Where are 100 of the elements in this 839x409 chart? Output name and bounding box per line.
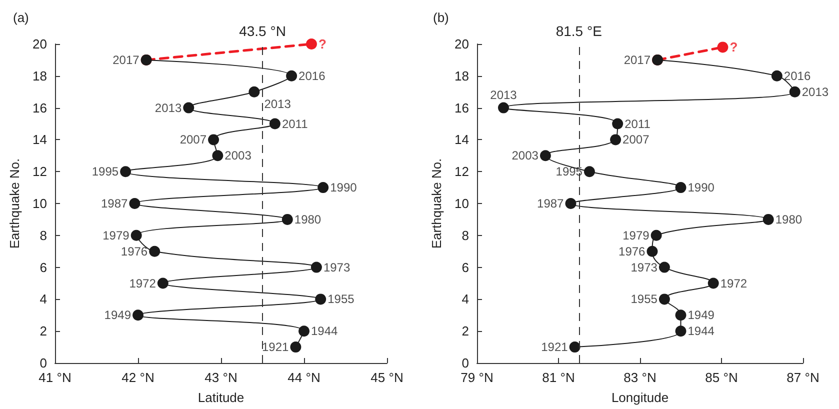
y-tick-label: 8 — [40, 228, 47, 243]
annotation: 1995 — [556, 164, 583, 179]
y-tick-label: 12 — [454, 164, 469, 180]
ref-line-label: 81.5 °E — [556, 23, 602, 39]
annotation: 1949 — [688, 308, 715, 322]
point — [149, 246, 160, 257]
annotation: 1972 — [129, 276, 156, 290]
x-tick-label: 79 °N — [460, 370, 494, 385]
annotation: 2007 — [180, 132, 207, 147]
y-tick-label: 8 — [462, 228, 469, 243]
y-tick-label: 6 — [462, 260, 469, 275]
point — [771, 70, 782, 82]
point — [650, 230, 662, 241]
annotation: ? — [730, 40, 738, 55]
annotation: 1995 — [92, 164, 119, 179]
x-axis-title: Latitude — [198, 390, 244, 405]
annotation: 1980 — [775, 212, 802, 226]
annotation: 2016 — [298, 68, 326, 83]
annotation: 1944 — [311, 324, 338, 338]
annotation: 1921 — [541, 340, 568, 354]
y-tick-label: 2 — [40, 324, 47, 339]
annotation: 2007 — [622, 132, 650, 147]
point — [610, 134, 622, 146]
point — [789, 86, 800, 98]
point — [675, 182, 686, 194]
y-tick-label: 2 — [462, 324, 469, 339]
x-tick-label: 87 °N — [786, 370, 820, 385]
y-axis-title: Earthquake No. — [429, 158, 444, 249]
y-tick-label: 18 — [454, 68, 469, 84]
y-tick-label: 10 — [32, 196, 47, 211]
y-tick-label: 14 — [32, 132, 47, 148]
annotation: 1955 — [630, 292, 658, 306]
point — [183, 102, 194, 114]
y-tick-label: 10 — [454, 196, 469, 211]
point — [646, 246, 658, 257]
y-tick-label: 20 — [32, 36, 47, 52]
x-tick-label: 42 °N — [122, 370, 154, 385]
annotation: 1921 — [262, 340, 290, 354]
point — [286, 70, 298, 82]
point — [269, 118, 280, 130]
annotation: 2011 — [624, 116, 651, 131]
annotation: 1944 — [688, 324, 715, 338]
point — [565, 198, 576, 209]
y-tick-label: 20 — [454, 36, 469, 52]
x-tick-label: 41 °N — [38, 370, 72, 385]
point — [132, 310, 144, 321]
x-tick-label: 81 °N — [542, 370, 575, 385]
chart-title: (a) — [13, 10, 29, 25]
annotation: 2013 — [802, 84, 829, 99]
y-tick-label: 0 — [462, 356, 469, 370]
point — [310, 262, 322, 273]
point — [717, 42, 728, 53]
x-tick-label: 83 °N — [624, 370, 656, 385]
annotation: 1976 — [120, 244, 148, 258]
annotation: 2017 — [112, 52, 140, 67]
y-axis-title: Earthquake No. — [7, 158, 22, 249]
point — [708, 278, 719, 289]
y-tick-label: 18 — [32, 68, 47, 84]
annotation: ? — [318, 36, 326, 52]
annotation: 1979 — [622, 228, 650, 242]
point — [762, 214, 774, 225]
point — [675, 310, 686, 321]
annotation: 2003 — [512, 148, 539, 163]
annotation: 1987 — [100, 196, 128, 210]
y-tick-label: 12 — [32, 164, 47, 180]
point — [612, 118, 624, 130]
annotation: 1973 — [323, 260, 350, 274]
chart-title: (b) — [433, 10, 449, 25]
annotation: 2016 — [784, 68, 811, 83]
x-tick-label: 85 °N — [705, 370, 738, 385]
annotation: 2017 — [624, 52, 651, 67]
point — [306, 38, 317, 50]
y-tick-label: 4 — [40, 292, 47, 307]
point — [584, 166, 595, 178]
point — [498, 102, 509, 114]
y-tick-label: 0 — [40, 356, 47, 370]
annotation: 1976 — [618, 244, 646, 258]
annotation: 2011 — [282, 116, 308, 131]
point — [212, 150, 224, 162]
point — [282, 214, 293, 225]
y-tick-label: 14 — [454, 132, 469, 148]
annotation: 1980 — [294, 212, 322, 226]
x-tick-label: 43 °N — [204, 370, 238, 385]
point — [157, 278, 168, 289]
point — [315, 294, 326, 305]
point — [120, 166, 132, 178]
annotation: 1973 — [630, 260, 658, 274]
annotation: 1979 — [102, 228, 130, 242]
annotation: 2013 — [264, 96, 292, 111]
annotation: 2013 — [154, 100, 182, 115]
x-axis-title: Longitude — [611, 390, 669, 405]
point — [290, 342, 302, 353]
x-tick-label: 44 °N — [288, 370, 320, 385]
point — [675, 326, 686, 337]
point — [130, 230, 142, 241]
point — [248, 86, 260, 98]
x-tick-label: 45 °N — [370, 370, 404, 385]
point — [298, 326, 310, 337]
point — [569, 342, 580, 353]
point — [208, 134, 220, 146]
